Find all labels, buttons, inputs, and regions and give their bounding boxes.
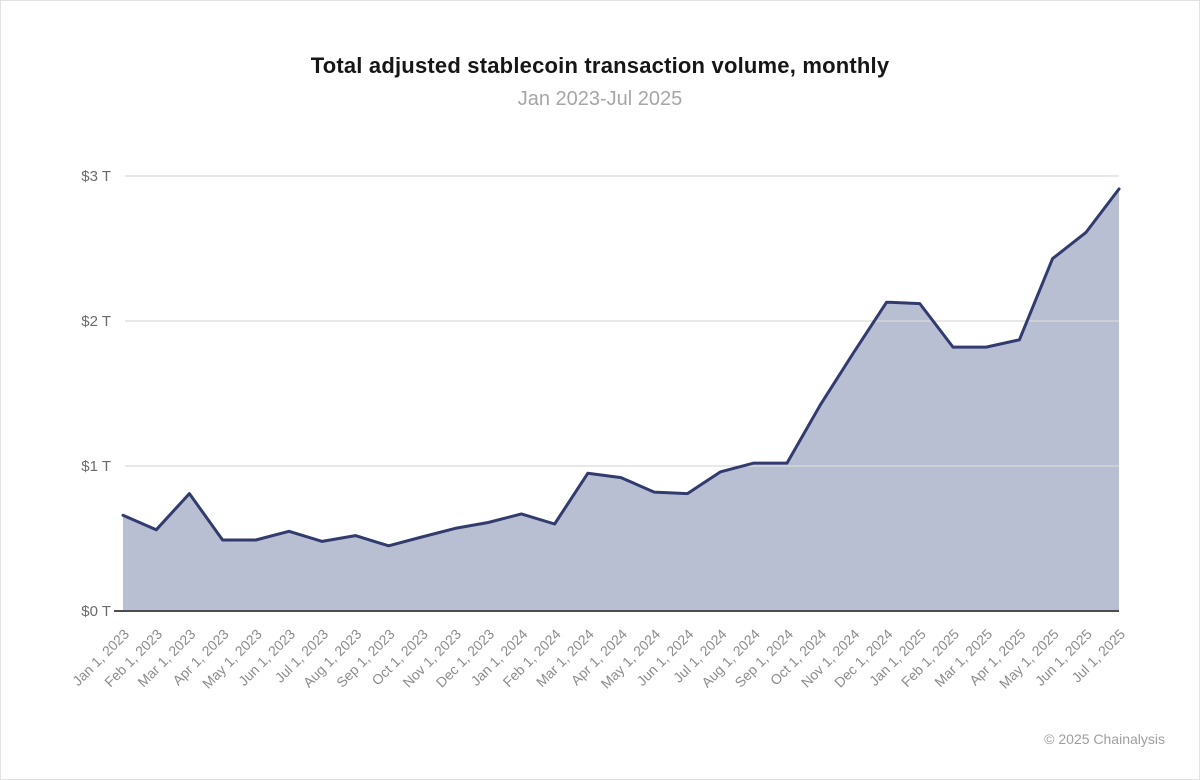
area-fill [123, 189, 1119, 611]
copyright-notice: © 2025 Chainalysis [1044, 731, 1165, 747]
data-line [121, 187, 1121, 548]
y-axis-tick-label: $1 T [81, 458, 111, 475]
y-axis-tick-label: $2 T [81, 313, 111, 330]
chart-subtitle: Jan 2023-Jul 2025 [517, 88, 683, 110]
chart-title: Total adjusted stablecoin transaction vo… [310, 53, 890, 78]
y-axis-tick-label: $3 T [81, 168, 111, 185]
chart-header: Total adjusted stablecoin transaction vo… [1, 53, 1199, 111]
y-axis-tick-label: $0 T [81, 603, 111, 620]
